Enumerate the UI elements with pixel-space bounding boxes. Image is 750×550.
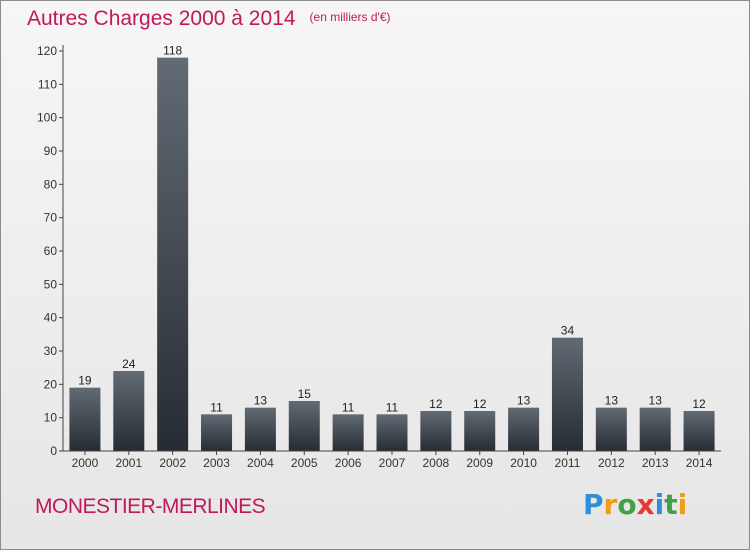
bar [551,337,583,451]
x-tick-label: 2003 [203,456,230,470]
proxiti-logo: Proxiti [583,488,687,521]
y-axis: 0 10 20 30 40 50 60 70 80 90 100 110 120 [37,44,64,458]
title-text: Autres Charges 2000 à 2014 [27,7,296,30]
y-tick-label: 70 [44,211,58,225]
bar [157,57,189,452]
x-tick-label: 2012 [598,456,625,470]
bar-value-label: 34 [561,324,575,338]
bar-value-label: 15 [298,387,312,401]
bar-value-label: 13 [605,394,619,408]
y-tick: 20 [44,377,63,391]
x-tick-label: 2010 [510,456,537,470]
bar-value-label: 118 [163,44,182,58]
y-tick: 100 [37,111,63,125]
bar [332,414,364,451]
x-tick-label: 2009 [466,456,493,470]
bar-value-label: 11 [386,400,399,414]
y-tick: 80 [44,177,63,191]
bar [69,387,101,451]
title-unit: (en milliers d'€) [309,10,391,24]
x-tick-label: 2005 [291,456,318,470]
bar-value-label: 19 [78,374,92,388]
logo-letter: o [617,488,637,521]
bar [639,407,671,451]
logo-letter: r [603,488,618,521]
y-tick: 30 [44,344,63,358]
bar-value-label: 12 [692,397,706,411]
y-tick: 110 [38,77,63,91]
y-tick: 0 [50,444,63,458]
bar [508,407,540,451]
y-tick: 10 [44,411,63,425]
bar-value-label: 13 [649,394,663,408]
bar [420,411,452,451]
bar [376,414,408,451]
commune-name: MONESTIER-MERLINES [35,495,266,518]
x-tick-label: 2007 [379,456,406,470]
y-tick-label: 80 [44,177,58,191]
bar-value-label: 13 [254,394,268,408]
bar-value-label: 11 [342,400,355,414]
logo-letter: x [636,488,655,521]
y-tick: 90 [44,144,63,158]
bar-value-label: 24 [122,357,136,371]
y-tick-label: 30 [44,344,58,358]
bar-value-label: 12 [473,397,487,411]
x-tick-label: 2013 [642,456,669,470]
y-tick-label: 110 [38,77,57,91]
y-tick: 60 [44,244,63,258]
y-tick-label: 0 [50,444,57,458]
x-tick-label: 2002 [159,456,186,470]
bar [595,407,627,451]
y-tick-label: 120 [37,44,57,58]
y-tick-label: 50 [44,277,58,291]
bar [113,371,145,451]
y-tick-label: 40 [44,311,58,325]
bar [244,407,276,451]
y-tick-label: 60 [44,244,58,258]
x-tick-label: 2004 [247,456,274,470]
bar-value-label: 12 [429,397,443,411]
x-tick-label: 2000 [72,456,99,470]
x-tick-label: 2011 [555,456,581,470]
logo-letter: i [654,488,665,521]
x-tick-label: 2014 [686,456,713,470]
y-tick-label: 100 [37,111,57,125]
logo-letter: i [677,488,688,521]
y-tick-label: 20 [44,377,58,391]
y-tick: 70 [44,211,63,225]
logo-letter: t [664,488,678,521]
x-tick-label: 2008 [423,456,450,470]
y-tick: 120 [37,44,63,58]
y-tick: 50 [44,277,63,291]
bars: 19 24 118 11 13 15 11 11 12 12 13 34 13 13 12 [69,44,715,452]
bar [683,411,715,451]
x-axis: 2000 2001 2002 2003 2004 2005 2006 2007 2008 2009… [63,450,721,470]
logo-letter: P [583,488,604,521]
bar-value-label: 13 [517,394,531,408]
y-tick-label: 10 [44,411,58,425]
chart-title: Autres Charges 2000 à 2014 (en milliers d… [27,7,391,31]
bar-value-label: 11 [210,400,223,414]
bar [464,411,496,451]
x-tick-label: 2001 [115,456,142,470]
y-tick-label: 90 [44,144,58,158]
bar [201,414,233,451]
y-tick: 40 [44,311,63,325]
bar [288,401,320,451]
x-tick-label: 2006 [335,456,362,470]
